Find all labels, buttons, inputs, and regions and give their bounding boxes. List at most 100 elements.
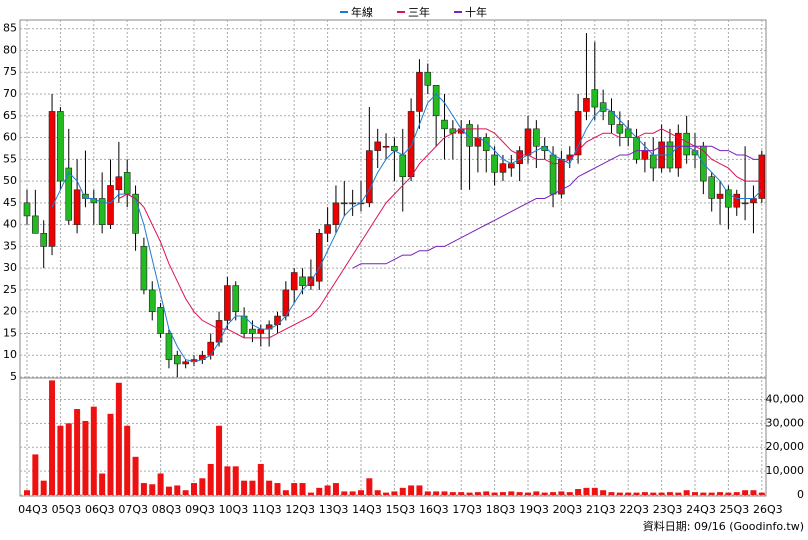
candle-body (524, 128, 532, 156)
x-tick-label: 23Q3 (653, 503, 683, 516)
candle-body (416, 71, 423, 112)
volume-bar (658, 492, 665, 495)
candle-body (123, 172, 131, 195)
volume-bar (374, 490, 381, 495)
candle-body (40, 233, 48, 247)
volume-bar (174, 485, 181, 495)
volume-bar (82, 420, 89, 495)
volume-bar (458, 492, 465, 495)
candle-body (683, 132, 690, 156)
x-tick-label: 26Q3 (753, 503, 783, 516)
volume-bar (32, 454, 39, 495)
candle-body (407, 111, 415, 178)
candle-body (591, 89, 599, 108)
volume-bar (449, 492, 456, 495)
volume-bar (508, 491, 515, 495)
x-tick-label: 12Q3 (285, 503, 315, 516)
x-tick-label: 16Q3 (419, 503, 449, 516)
volume-bar (257, 463, 264, 495)
volume-bar (683, 490, 690, 495)
x-tick-label: 07Q3 (118, 503, 148, 516)
candle-body (549, 154, 557, 195)
volume-bar (408, 485, 415, 495)
candle-body (48, 111, 56, 247)
volume-bar (115, 382, 122, 495)
volume-bar (700, 492, 707, 495)
volume-bar (491, 492, 498, 495)
volume-bar (224, 466, 231, 495)
x-tick-label: 25Q3 (720, 503, 750, 516)
volume-bar (199, 478, 206, 495)
volume-bar (49, 380, 56, 495)
legend-label: 年線 (351, 5, 373, 19)
volume-bar (107, 413, 114, 495)
y-tick-label: 50 (3, 174, 17, 187)
y-tick-label: 85 (3, 22, 17, 35)
volume-bar (750, 490, 757, 495)
candle-body (274, 315, 281, 326)
candle-body (432, 85, 440, 117)
volume-bar (533, 491, 540, 495)
candle-body (649, 154, 657, 169)
volume-bar (383, 492, 390, 495)
candle-body (290, 272, 298, 291)
candle-body (157, 307, 164, 334)
candle-body (708, 176, 716, 199)
x-tick-label: 10Q3 (219, 503, 249, 516)
candle-body (374, 141, 382, 151)
x-tick-label: 21Q3 (586, 503, 616, 516)
y-tick-label: 75 (3, 65, 17, 78)
candle-body (257, 328, 265, 334)
candle-body (491, 154, 498, 173)
x-tick-label: 19Q3 (519, 503, 549, 516)
x-tick-label: 18Q3 (486, 503, 516, 516)
volume-bar (274, 483, 281, 495)
candle-body (299, 276, 306, 286)
candle-body (324, 224, 331, 234)
candle-body (165, 333, 173, 360)
volume-bar (483, 491, 490, 495)
volume-bar (575, 489, 582, 495)
volume-bar (499, 492, 506, 495)
volume-bar (349, 491, 356, 495)
candle-body (224, 285, 231, 321)
volume-bar (399, 487, 406, 495)
x-tick-label: 24Q3 (686, 503, 716, 516)
volume-bar (566, 492, 573, 495)
candle-body (391, 145, 398, 151)
volume-bar (742, 490, 749, 495)
candle-body (741, 202, 749, 205)
candle-body (182, 361, 189, 365)
candle-body (466, 124, 473, 147)
volume-bar (725, 492, 732, 495)
candle-body (98, 198, 106, 225)
volume-bar (149, 484, 156, 495)
y-tick-label: 65 (3, 109, 17, 122)
candle-body (115, 176, 123, 191)
volume-bar (249, 480, 256, 495)
volume-bar (358, 490, 364, 495)
volume-bar (633, 492, 640, 495)
volume-bar (608, 492, 615, 495)
volume-bar (232, 466, 239, 495)
volume-bar (57, 425, 64, 495)
x-tick-label: 13Q3 (319, 503, 349, 516)
legend-label: 十年 (465, 5, 487, 19)
volume-bar (441, 491, 448, 495)
y-tick-label: 45 (3, 196, 17, 209)
volume-bar (65, 423, 72, 495)
y-tick-label: 35 (3, 239, 17, 252)
candle-body (340, 202, 348, 205)
volume-bar (157, 473, 164, 495)
candle-body (516, 150, 523, 164)
candle-body (533, 128, 540, 147)
volume-bar (625, 492, 632, 495)
x-tick-label: 20Q3 (553, 503, 583, 516)
y-tick-label: 20 (3, 305, 17, 318)
volume-bar (424, 491, 431, 495)
x-tick-label: 14Q3 (352, 503, 382, 516)
candle-body (758, 154, 766, 199)
candle-body (132, 193, 139, 234)
y-tick-label: 25 (3, 283, 17, 296)
